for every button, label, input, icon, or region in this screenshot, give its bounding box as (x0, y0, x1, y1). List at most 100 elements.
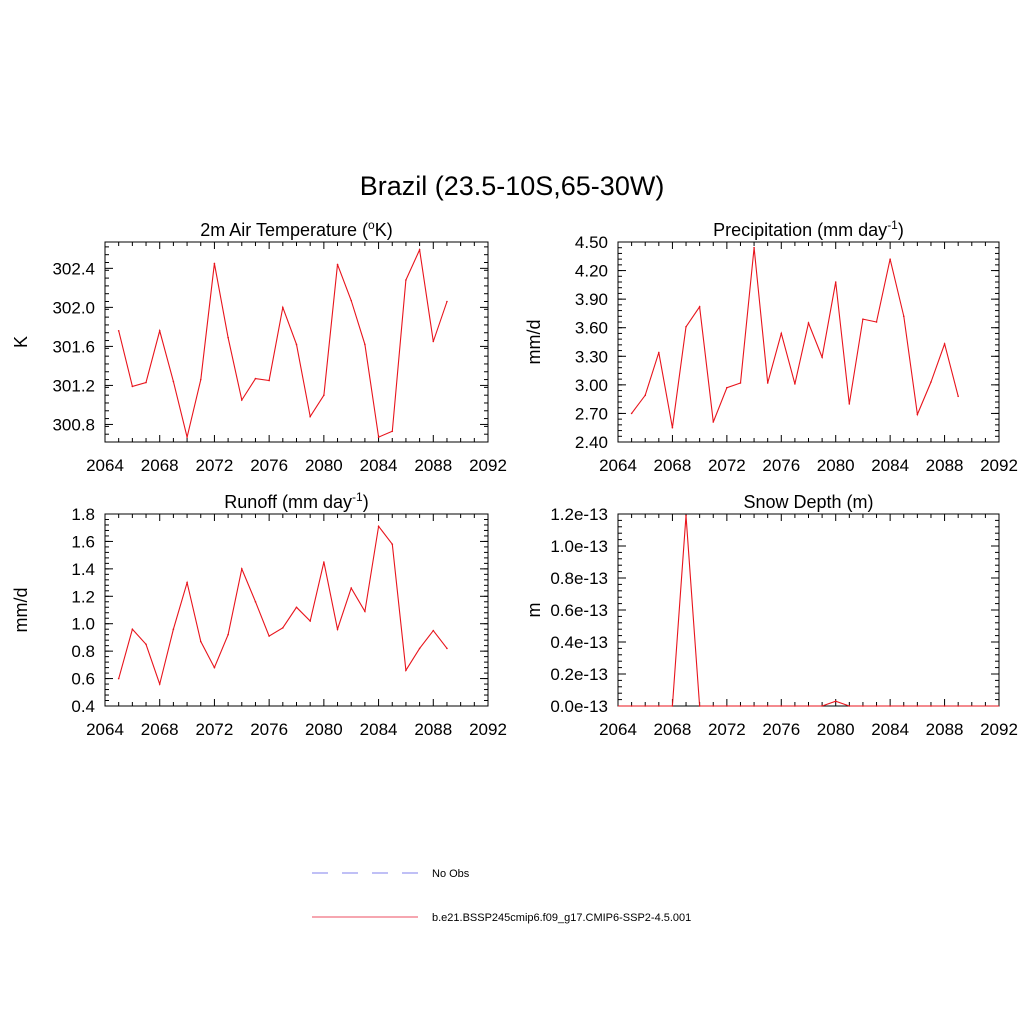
x-tick-label: 2084 (360, 720, 398, 739)
data-point (780, 705, 783, 707)
data-point (254, 377, 257, 380)
data-point (862, 318, 864, 320)
data-point (405, 669, 407, 672)
panel-title-superscript: o (368, 218, 375, 232)
data-point (848, 705, 851, 707)
data-point (902, 315, 905, 318)
x-tick-label: 2088 (414, 456, 452, 475)
panel-2: Precipitation (mm day-1) mm/d 2064 2068 2072… (524, 218, 1018, 475)
data-point (916, 705, 919, 707)
y-tick-label: 301.6 (52, 337, 95, 356)
data-point (158, 683, 161, 685)
figure-title: Brazil (23.5-10S,65-30W) (360, 171, 665, 201)
panel-title-main: Snow Depth (m) (743, 492, 873, 512)
data-point (753, 705, 755, 707)
data-point (309, 415, 311, 418)
y-tick-label: 3.30 (575, 347, 608, 366)
data-point (240, 399, 243, 401)
panel-title-main: 2m Air Temperature ( (200, 220, 368, 240)
y-tick-label: 1.8 (71, 505, 95, 524)
y-tick-label: 3.90 (575, 290, 608, 309)
data-point (685, 325, 687, 328)
x-tick-label: 2080 (305, 720, 343, 739)
y-tick-label: 1.6 (71, 532, 95, 551)
data-point (350, 299, 353, 302)
data-point (726, 386, 728, 389)
x-tick-label: 2092 (980, 456, 1018, 475)
y-tick-label: 1.2e-13 (550, 505, 608, 524)
x-tick-label: 2064 (86, 720, 124, 739)
plot-frame (617, 241, 1000, 443)
y-tick-label: 3.00 (575, 376, 608, 395)
y-tick-label: 0.4e-13 (550, 633, 608, 652)
data-point (227, 633, 229, 636)
data-point (377, 525, 380, 528)
data-point (213, 666, 216, 669)
y-tick-label: 1.4 (71, 560, 95, 579)
data-point (199, 640, 202, 643)
legend: No Obs b.e21.BSSP245cmip6.f09_g17.CMIP6-S… (312, 868, 691, 924)
data-point (240, 568, 243, 570)
data-point (336, 263, 339, 266)
data-point (309, 620, 311, 622)
x-tick-label: 2084 (871, 456, 909, 475)
data-point (712, 705, 715, 707)
data-point (753, 246, 755, 249)
data-point (821, 705, 823, 707)
data-point (364, 343, 366, 346)
x-tick-label: 2084 (871, 720, 909, 739)
data-point (145, 643, 147, 646)
data-point (644, 705, 647, 707)
data-point (930, 705, 932, 707)
data-point (875, 321, 878, 323)
panel-title: Runoff (mm day-1) (224, 490, 368, 512)
data-point (145, 381, 147, 384)
x-tick-label: 2076 (250, 720, 288, 739)
data-point (432, 340, 435, 343)
panel-title-main: Runoff (mm day (224, 492, 352, 512)
data-point (807, 322, 810, 324)
data-point (158, 329, 161, 332)
data-point (766, 382, 769, 384)
x-tick-label: 2072 (196, 456, 234, 475)
data-point (630, 705, 633, 707)
y-axis-label: mm/d (11, 588, 31, 633)
y-axis-label: K (11, 336, 31, 348)
plot-frame (104, 513, 489, 707)
data-point (739, 382, 742, 384)
data-point (350, 587, 353, 589)
y-tick-label: 301.2 (52, 376, 95, 395)
y-tick-label: 0.6e-13 (550, 601, 608, 620)
data-point (658, 705, 660, 707)
data-point (391, 543, 394, 545)
panels: 2m Air Temperature (oK) K 2064 2068 2072 2076… (11, 218, 1018, 739)
x-tick-label: 2068 (141, 456, 179, 475)
data-point (323, 561, 325, 563)
data-point (432, 629, 435, 632)
panel-4: Snow Depth (m) m 2064 2068 2072 2076 2080 2084 2… (524, 492, 1018, 739)
data-point (698, 305, 701, 308)
data-point (712, 421, 715, 423)
x-tick-label: 2072 (708, 456, 746, 475)
data-point (418, 647, 421, 650)
x-tick-label: 2076 (762, 456, 800, 475)
y-tick-label: 1.0 (71, 615, 95, 634)
y-tick-label: 2.40 (575, 433, 608, 452)
panel-title-end: ) (363, 492, 369, 512)
panel-title: Precipitation (mm day-1) (713, 218, 904, 240)
data-point (131, 385, 134, 388)
data-point (957, 705, 959, 707)
data-point (943, 343, 946, 345)
data-point (698, 705, 701, 707)
data-point (418, 249, 421, 251)
panel-title-superscript: -1 (887, 218, 898, 232)
y-tick-label: 0.6 (71, 670, 95, 689)
x-tick-label: 2064 (86, 456, 124, 475)
data-point (794, 383, 796, 385)
x-tick-label: 2088 (926, 456, 964, 475)
y-tick-label: 302.4 (52, 259, 95, 278)
data-point (391, 430, 394, 433)
panel-1: 2m Air Temperature (oK) K 2064 2068 2072 2076… (11, 218, 507, 475)
x-tick-label: 2064 (599, 456, 637, 475)
x-tick-label: 2080 (305, 456, 343, 475)
